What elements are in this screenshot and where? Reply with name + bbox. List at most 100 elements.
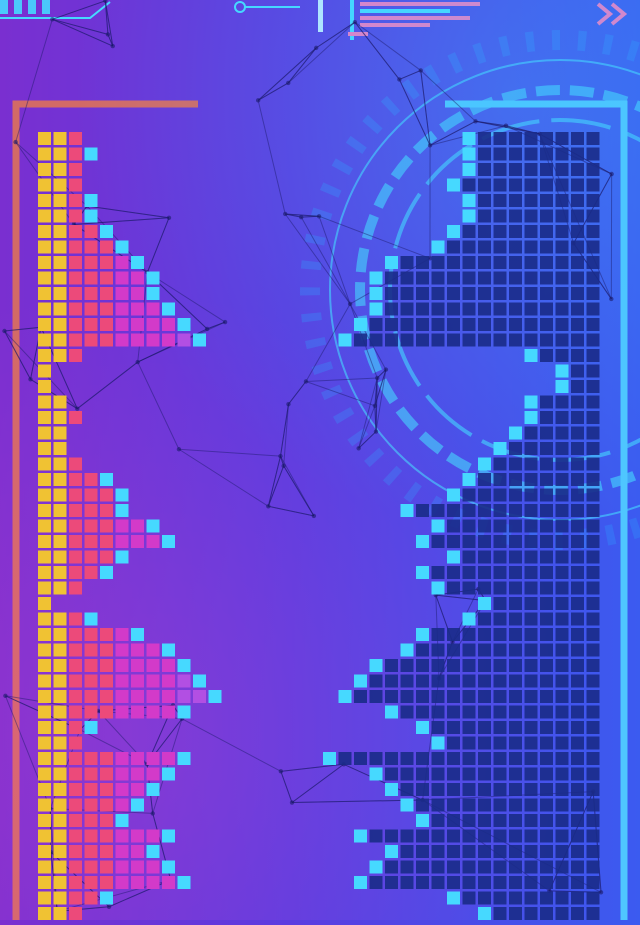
eq-cell bbox=[525, 752, 538, 765]
eq-cell bbox=[463, 256, 476, 269]
eq-cell bbox=[463, 473, 476, 486]
eq-cell bbox=[509, 597, 522, 610]
eq-cell bbox=[416, 830, 429, 843]
eq-cell bbox=[416, 690, 429, 703]
eq-cell bbox=[509, 613, 522, 626]
eq-cell bbox=[447, 504, 460, 517]
eq-cell bbox=[447, 535, 460, 548]
eq-cell bbox=[478, 830, 491, 843]
eq-cell bbox=[571, 489, 584, 502]
eq-cell bbox=[478, 907, 491, 920]
eq-cell bbox=[401, 675, 414, 688]
eq-cell bbox=[525, 892, 538, 905]
eq-cell bbox=[416, 318, 429, 331]
eq-cell bbox=[556, 706, 569, 719]
eq-cell bbox=[525, 659, 538, 672]
eq-cell bbox=[385, 876, 398, 889]
eq-cell bbox=[587, 907, 600, 920]
eq-cell bbox=[571, 551, 584, 564]
eq-cell bbox=[401, 876, 414, 889]
eq-cell bbox=[540, 876, 553, 889]
eq-cell bbox=[571, 287, 584, 300]
eq-cell bbox=[478, 318, 491, 331]
eq-cell bbox=[525, 783, 538, 796]
eq-cell bbox=[556, 442, 569, 455]
eq-cell bbox=[478, 520, 491, 533]
eq-cell bbox=[525, 504, 538, 517]
eq-cell bbox=[540, 427, 553, 440]
eq-cell bbox=[494, 287, 507, 300]
eq-cell bbox=[463, 582, 476, 595]
eq-cell bbox=[571, 907, 584, 920]
eq-cell bbox=[463, 783, 476, 796]
eq-cell bbox=[416, 814, 429, 827]
eq-cell bbox=[385, 272, 398, 285]
eq-cell bbox=[556, 535, 569, 548]
eq-cell bbox=[432, 582, 445, 595]
eq-cell bbox=[587, 163, 600, 176]
eq-cell bbox=[540, 566, 553, 579]
eq-cell bbox=[478, 644, 491, 657]
eq-cell bbox=[370, 287, 383, 300]
eq-cell bbox=[571, 272, 584, 285]
eq-cell bbox=[447, 876, 460, 889]
eq-cell bbox=[556, 241, 569, 254]
eq-cell bbox=[587, 551, 600, 564]
eq-cell bbox=[478, 613, 491, 626]
eq-cell bbox=[525, 272, 538, 285]
eq-cell bbox=[494, 241, 507, 254]
eq-cell bbox=[478, 287, 491, 300]
eq-cell bbox=[525, 194, 538, 207]
eq-cell bbox=[540, 628, 553, 641]
eq-cell bbox=[540, 411, 553, 424]
eq-cell bbox=[432, 845, 445, 858]
eq-cell bbox=[509, 690, 522, 703]
eq-cell bbox=[509, 706, 522, 719]
eq-cell bbox=[509, 535, 522, 548]
eq-cell bbox=[540, 737, 553, 750]
eq-cell bbox=[525, 721, 538, 734]
eq-cell bbox=[587, 752, 600, 765]
eq-cell bbox=[571, 799, 584, 812]
eq-cell bbox=[525, 396, 538, 409]
eq-cell bbox=[540, 520, 553, 533]
eq-cell bbox=[432, 659, 445, 672]
eq-cell bbox=[463, 861, 476, 874]
eq-cell bbox=[571, 535, 584, 548]
eq-cell bbox=[494, 194, 507, 207]
eq-cell bbox=[478, 132, 491, 145]
eq-cell bbox=[463, 613, 476, 626]
eq-cell bbox=[494, 768, 507, 781]
eq-cell bbox=[447, 721, 460, 734]
eq-cell bbox=[463, 628, 476, 641]
eq-cell bbox=[525, 613, 538, 626]
eq-cell bbox=[571, 318, 584, 331]
eq-cell bbox=[478, 272, 491, 285]
eq-cell bbox=[525, 907, 538, 920]
eq-cell bbox=[556, 272, 569, 285]
eq-cell bbox=[587, 458, 600, 471]
eq-cell bbox=[432, 737, 445, 750]
eq-cell bbox=[494, 551, 507, 564]
eq-cell bbox=[416, 287, 429, 300]
eq-cell bbox=[494, 473, 507, 486]
eq-cell bbox=[525, 768, 538, 781]
eq-cell bbox=[509, 194, 522, 207]
eq-cell bbox=[463, 318, 476, 331]
eq-cell bbox=[540, 473, 553, 486]
eq-cell bbox=[478, 768, 491, 781]
eq-cell bbox=[494, 690, 507, 703]
eq-cell bbox=[385, 752, 398, 765]
eq-cell bbox=[370, 830, 383, 843]
eq-cell bbox=[509, 256, 522, 269]
eq-cell bbox=[509, 427, 522, 440]
eq-cell bbox=[509, 272, 522, 285]
eq-cell bbox=[587, 690, 600, 703]
eq-cell bbox=[416, 706, 429, 719]
eq-cell bbox=[447, 752, 460, 765]
eq-cell bbox=[509, 752, 522, 765]
eq-cell bbox=[494, 303, 507, 316]
eq-cell bbox=[571, 349, 584, 362]
eq-cell bbox=[447, 287, 460, 300]
